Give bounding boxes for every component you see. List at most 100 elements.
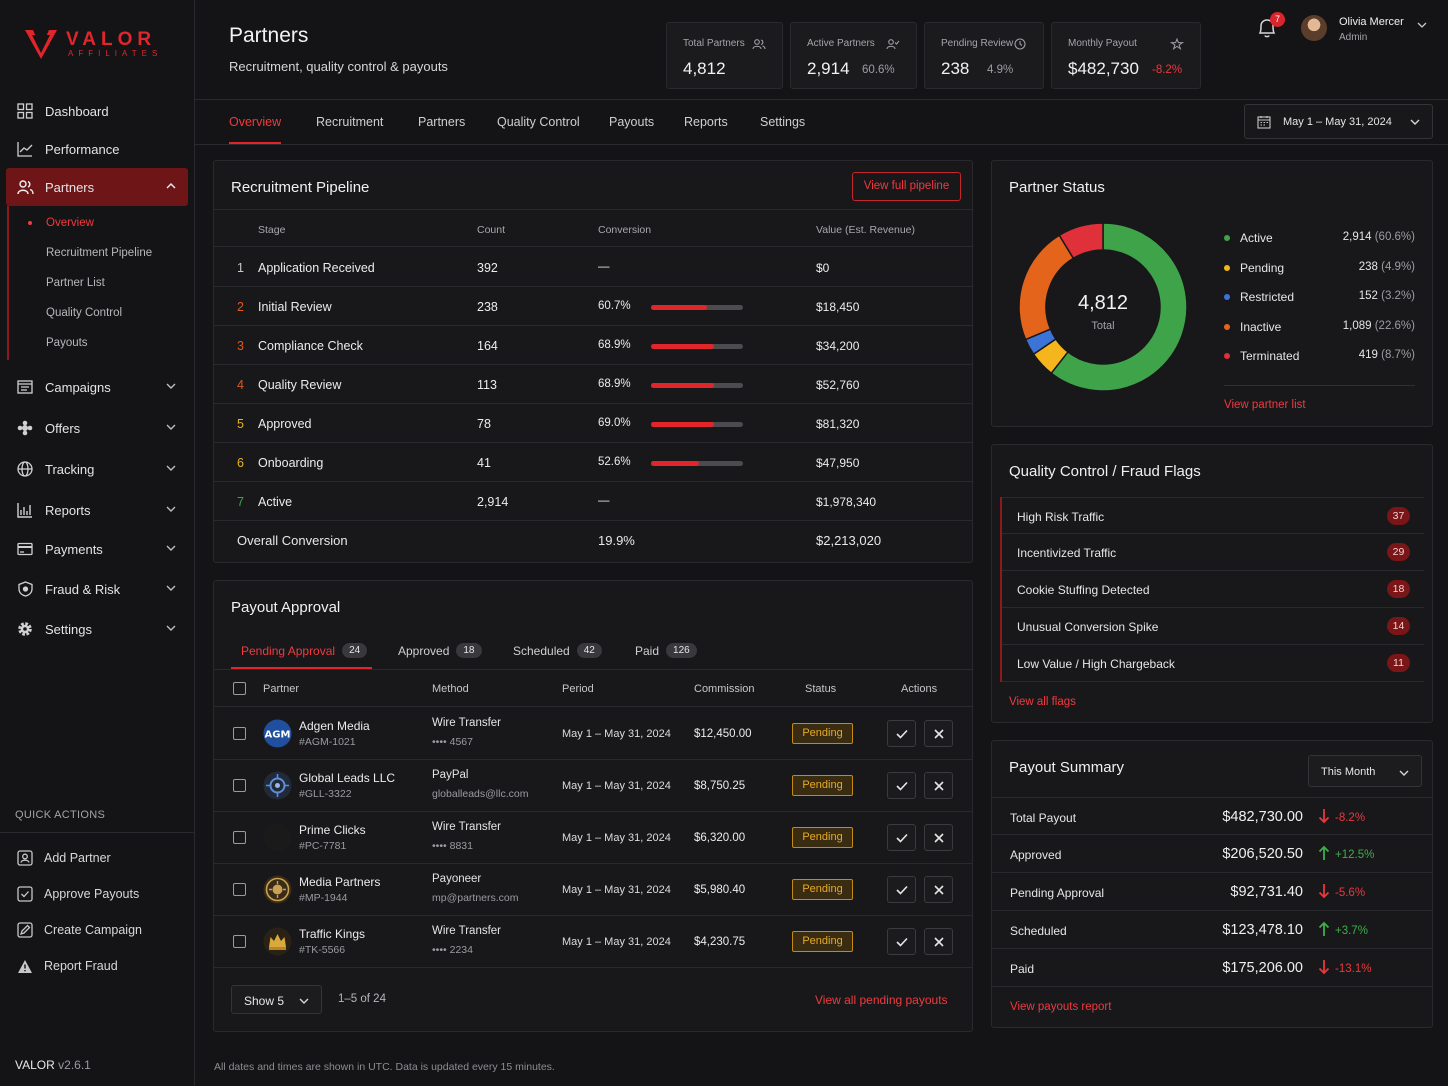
partner-id: #TK-5566 [299,944,346,956]
reject-button[interactable] [924,772,953,799]
sidebar-item-fraud-risk[interactable]: Fraud & Risk [6,570,188,608]
partners-subnav: Overview Recruitment Pipeline Partner Li… [7,206,188,360]
period-select[interactable]: This Month [1308,755,1422,787]
tab-recruitment[interactable]: Recruitment [316,115,384,129]
reject-button[interactable] [924,928,953,955]
subnav-item-payouts[interactable]: Payouts [46,337,88,349]
approve-button[interactable] [887,772,916,799]
view-all-flags-link[interactable]: View all flags [1009,696,1076,708]
summary-value: $92,731.40 [1230,884,1303,900]
sidebar-item-reports[interactable]: Reports [6,491,188,529]
approve-button[interactable] [887,928,916,955]
sidebar-item-offers[interactable]: Offers [6,409,188,447]
star-icon [1170,38,1184,50]
summary-change: -13.1% [1335,963,1372,975]
row-checkbox[interactable] [233,727,246,740]
tab-paid[interactable]: Paid 126 [635,643,697,658]
quick-action-add-partner[interactable]: Add Partner [17,840,187,876]
view-payouts-report-link[interactable]: View payouts report [1010,1001,1112,1013]
quick-action-create-campaign[interactable]: Create Campaign [17,912,187,948]
flag-count-badge: 29 [1387,543,1410,561]
subnav-item-overview[interactable]: Overview [9,208,188,238]
fraud-flag-row[interactable]: Unusual Conversion Spike 14 [1002,608,1424,645]
sidebar-item-campaigns[interactable]: Campaigns [6,368,188,406]
brand-logo[interactable]: VALOR AFFILIATES [24,28,162,60]
arrow-up-icon [1318,845,1330,861]
user-name[interactable]: Olivia Mercer [1339,16,1404,28]
close-icon [933,832,944,843]
payout-period: May 1 – May 31, 2024 [562,884,671,896]
fraud-flag-row[interactable]: Low Value / High Chargeback 11 [1002,645,1424,682]
sidebar-item-settings[interactable]: Settings [6,610,188,648]
view-all-pending-payouts-link[interactable]: View all pending payouts [815,993,948,1007]
partner-name[interactable]: Global Leads LLC [299,771,396,785]
fraud-flag-row[interactable]: Cookie Stuffing Detected 18 [1002,571,1424,608]
subnav-item-recruitment-pipeline[interactable]: Recruitment Pipeline [46,247,153,259]
tab-overview[interactable]: Overview [229,115,282,129]
partner-name[interactable]: Media Partners [299,875,381,889]
partner-name[interactable]: Prime Clicks [299,823,366,837]
partner-logo [263,927,292,956]
sidebar-item-payments[interactable]: Payments [6,530,188,568]
fraud-flag-row[interactable]: Incentivized Traffic 29 [1002,534,1424,571]
tab-payouts[interactable]: Payouts [609,115,655,129]
donut-segment-terminated[interactable] [1058,222,1104,260]
reject-button[interactable] [924,824,953,851]
chevron-down-icon [1410,119,1420,125]
donut-segment-active[interactable] [1050,222,1188,392]
avatar[interactable] [1301,15,1327,41]
sidebar-item-label: Tracking [45,461,95,477]
kpi-value: $482,730 [1068,59,1139,78]
page-tabs: Overview Recruitment Partners Quality Co… [195,100,1448,145]
row-checkbox[interactable] [233,779,246,792]
reject-button[interactable] [924,876,953,903]
sidebar-item-partners[interactable]: Partners [6,168,188,206]
approve-button[interactable] [887,876,916,903]
fraud-flag-row[interactable]: High Risk Traffic 37 [1002,497,1424,534]
column-header: Conversion [598,224,652,236]
tab-pending-approval[interactable]: Pending Approval 24 [241,643,368,658]
subnav-item-partner-list[interactable]: Partner List [46,277,105,289]
row-checkbox[interactable] [233,883,246,896]
tab-reports[interactable]: Reports [684,115,728,129]
stage-name: Approved [258,417,312,431]
conversion-bar [651,461,743,466]
conversion-bar [651,305,743,310]
user-role: Admin [1339,32,1368,43]
sidebar-item-performance[interactable]: Performance [6,130,188,168]
reject-button[interactable] [924,720,953,747]
payout-account: mp@partners.com [432,892,519,904]
partner-name[interactable]: Traffic Kings [299,927,366,941]
subnav-item-quality-control[interactable]: Quality Control [46,307,123,319]
row-checkbox[interactable] [233,935,246,948]
partner-name[interactable]: Adgen Media [299,719,370,733]
tab-partners[interactable]: Partners [418,115,466,129]
date-range-picker[interactable]: May 1 – May 31, 2024 [1244,104,1433,139]
kpi-percent: -8.2% [1152,64,1183,76]
view-full-pipeline-button[interactable]: View full pipeline [852,172,961,201]
tab-settings[interactable]: Settings [760,115,806,129]
select-all-checkbox[interactable] [233,682,246,695]
approve-button[interactable] [887,824,916,851]
sidebar-item-tracking[interactable]: Tracking [6,450,188,488]
chevron-down-icon[interactable] [1417,20,1427,30]
view-partner-list-link[interactable]: View partner list [1224,399,1306,411]
tab-quality-control[interactable]: Quality Control [497,115,580,129]
row-checkbox[interactable] [233,831,246,844]
sidebar-item-dashboard[interactable]: Dashboard [6,92,188,130]
quick-action-approve-payouts[interactable]: Approve Payouts [17,876,187,912]
sidebar-item-label: Reports [45,502,91,518]
clock-icon [1014,38,1026,50]
conversion-bar [651,422,743,427]
page-size-select[interactable]: Show 5 [231,985,322,1014]
kpi-total-partners: Total Partners 4,812 [666,22,783,89]
notification-bell-icon[interactable] [1256,16,1278,40]
partner-status-panel: Partner Status 4,812 Total Active 2,914 (… [991,160,1433,427]
tab-scheduled[interactable]: Scheduled 42 [513,643,602,658]
quick-action-report-fraud[interactable]: Report Fraud [17,948,187,984]
summary-value: $123,478.10 [1222,922,1303,938]
tab-approved[interactable]: Approved 18 [398,643,482,658]
approve-button[interactable] [887,720,916,747]
legend-item: Inactive 1,089 (22.6%) [1224,320,1415,336]
stage-count: 78 [477,417,491,431]
